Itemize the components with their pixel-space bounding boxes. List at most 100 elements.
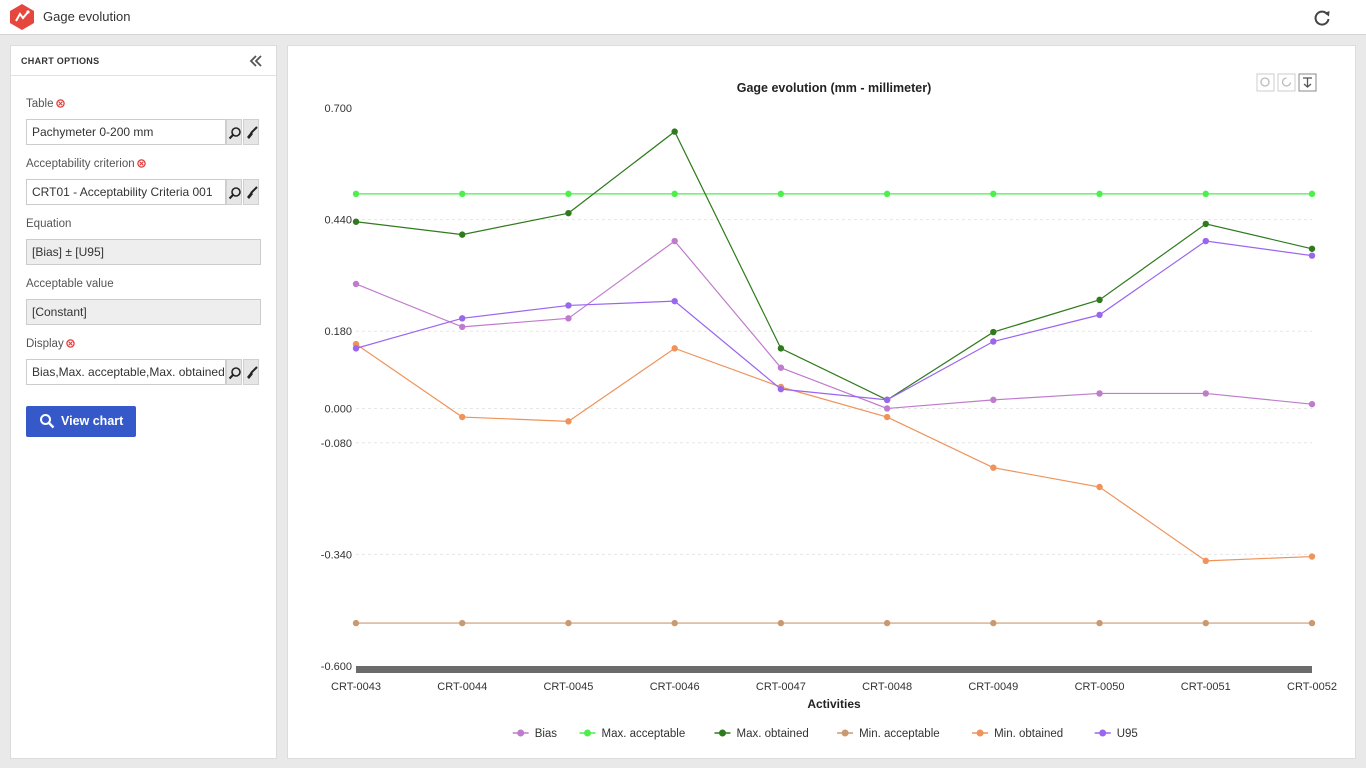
data-point[interactable] [565, 190, 572, 198]
data-point[interactable] [883, 413, 891, 421]
data-point[interactable] [565, 418, 572, 425]
acceptable-value-label: Acceptable value [26, 278, 114, 290]
data-point[interactable] [352, 190, 360, 198]
legend-label: Min. obtained [994, 728, 1063, 740]
data-point[interactable] [459, 315, 466, 322]
data-point[interactable] [459, 323, 466, 331]
data-point[interactable] [671, 345, 678, 352]
data-point[interactable] [565, 209, 572, 217]
display-clear-button[interactable] [243, 359, 259, 385]
data-point[interactable] [1202, 220, 1209, 228]
data-point[interactable] [565, 302, 572, 309]
table-search-button[interactable] [226, 119, 242, 145]
view-chart-button[interactable]: View chart [26, 406, 136, 437]
equation-field: [Bias] ± [U95] [26, 239, 261, 265]
data-point[interactable] [1202, 190, 1209, 198]
data-point[interactable] [1308, 400, 1316, 408]
data-point[interactable] [1096, 619, 1103, 627]
data-point[interactable] [565, 619, 572, 627]
search-icon [40, 414, 55, 429]
data-point[interactable] [459, 231, 466, 238]
data-point[interactable] [459, 413, 466, 421]
legend-item[interactable]: Bias [512, 728, 558, 740]
data-point[interactable] [459, 190, 466, 198]
legend-marker [517, 729, 525, 737]
gage-logo-icon [10, 4, 34, 30]
data-point[interactable] [459, 619, 466, 627]
display-search-button[interactable] [226, 359, 242, 385]
data-point[interactable] [671, 619, 678, 627]
x-tick-label: CRT-0045 [543, 681, 593, 693]
reset-zoom-button[interactable] [1277, 73, 1296, 92]
zoom-in-icon [1260, 77, 1270, 87]
legend-item[interactable]: Min. acceptable [837, 728, 940, 740]
legend-item[interactable]: U95 [1094, 728, 1138, 740]
data-point[interactable] [1096, 296, 1103, 304]
data-point[interactable] [671, 237, 678, 245]
series-line [355, 240, 1313, 401]
table-input[interactable]: Pachymeter 0-200 mm [26, 119, 226, 145]
data-point[interactable] [1096, 390, 1103, 397]
data-point[interactable] [1096, 190, 1103, 198]
top-bar: Gage evolution [0, 0, 1366, 35]
export-button[interactable] [1298, 73, 1317, 92]
data-point[interactable] [990, 619, 997, 627]
data-point[interactable] [777, 190, 785, 198]
refresh-icon[interactable] [1312, 8, 1332, 28]
data-point[interactable] [1308, 553, 1316, 560]
data-point[interactable] [990, 396, 997, 404]
data-point[interactable] [1202, 619, 1209, 627]
data-point[interactable] [1202, 390, 1209, 397]
x-tick-label: CRT-0049 [968, 681, 1018, 693]
legend-item[interactable]: Max. acceptable [579, 728, 686, 740]
data-point[interactable] [990, 328, 997, 336]
x-tick-label: CRT-0048 [862, 681, 912, 693]
x-tick-label: CRT-0051 [1181, 681, 1231, 693]
y-tick-label: 0.700 [324, 103, 352, 115]
data-point[interactable] [1096, 311, 1103, 319]
criterion-clear-button[interactable] [243, 179, 259, 205]
data-point[interactable] [352, 280, 360, 288]
data-point[interactable] [883, 405, 891, 412]
data-point[interactable] [1096, 483, 1103, 491]
data-point[interactable] [1308, 190, 1316, 198]
table-clear-button[interactable] [243, 119, 259, 145]
zoom-in-button[interactable] [1256, 73, 1275, 92]
data-point[interactable] [990, 190, 997, 198]
data-point[interactable] [777, 619, 785, 627]
legend-marker [841, 729, 849, 737]
data-point[interactable] [1202, 237, 1209, 245]
data-point[interactable] [352, 218, 360, 225]
collapse-panel-icon[interactable] [248, 53, 264, 69]
series-line [355, 130, 1313, 401]
data-point[interactable] [883, 619, 891, 627]
data-point[interactable] [565, 315, 572, 322]
data-point[interactable] [1202, 557, 1209, 565]
data-point[interactable] [671, 128, 678, 135]
data-point[interactable] [1308, 245, 1316, 252]
criterion-label-text: Acceptability criterion [26, 158, 135, 170]
legend-item[interactable]: Max. obtained [714, 728, 809, 740]
data-point[interactable] [671, 190, 678, 198]
data-point[interactable] [777, 345, 785, 352]
criterion-search-button[interactable] [226, 179, 242, 205]
data-point[interactable] [1308, 252, 1316, 259]
series-max-acceptable [352, 190, 1316, 198]
criterion-input[interactable]: CRT01 - Acceptability Criteria 001 [26, 179, 226, 205]
data-point[interactable] [671, 297, 678, 305]
data-point[interactable] [1308, 619, 1316, 627]
data-point[interactable] [352, 345, 360, 352]
x-axis-scrollbar[interactable] [356, 666, 1312, 673]
panel-header: CHART OPTIONS [11, 46, 276, 76]
data-point[interactable] [777, 385, 785, 393]
legend-item[interactable]: Min. obtained [972, 728, 1063, 740]
display-input[interactable]: Bias,Max. acceptable,Max. obtained,Min. … [26, 359, 226, 385]
data-point[interactable] [990, 338, 997, 345]
data-point[interactable] [352, 619, 360, 627]
data-point[interactable] [777, 364, 785, 371]
data-point[interactable] [883, 190, 891, 198]
data-point[interactable] [883, 396, 891, 404]
required-icon [65, 339, 75, 348]
data-point[interactable] [990, 464, 997, 471]
eraser-icon [247, 366, 258, 379]
